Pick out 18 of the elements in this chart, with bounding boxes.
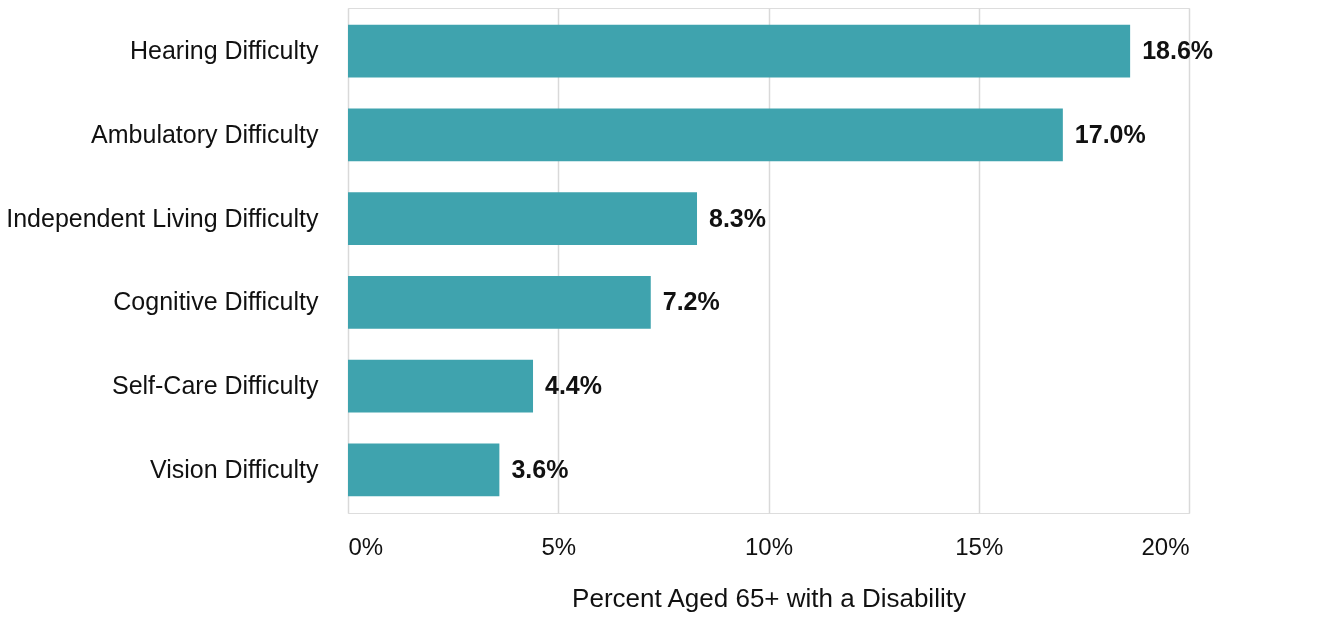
- x-tick-label: 15%: [955, 532, 1004, 560]
- y-tick-label: Cognitive Difficulty: [113, 287, 319, 316]
- x-tick-label: 5%: [541, 532, 577, 560]
- x-tick-label: 20%: [1141, 532, 1190, 560]
- data-label: 8.3%: [709, 203, 766, 232]
- y-tick-label: Vision Difficulty: [149, 454, 319, 483]
- y-tick-label: Self-Care Difficulty: [111, 371, 319, 400]
- data-label: 4.4%: [545, 371, 602, 400]
- data-label: 7.2%: [662, 287, 720, 316]
- y-tick-label: Ambulatory Difficulty: [91, 119, 319, 148]
- y-tick-label: Independent Living Difficulty: [6, 203, 319, 232]
- y-tick-label: Hearing Difficulty: [129, 36, 319, 65]
- x-tick-label: 10%: [744, 532, 794, 560]
- x-axis-title: Percent Aged 65+ with a Disability: [572, 582, 966, 613]
- data-label: 3.6%: [511, 454, 569, 483]
- x-tick-label: 0%: [348, 532, 384, 560]
- data-label: 18.6%: [1142, 36, 1214, 65]
- data-label: 17.0%: [1074, 119, 1146, 148]
